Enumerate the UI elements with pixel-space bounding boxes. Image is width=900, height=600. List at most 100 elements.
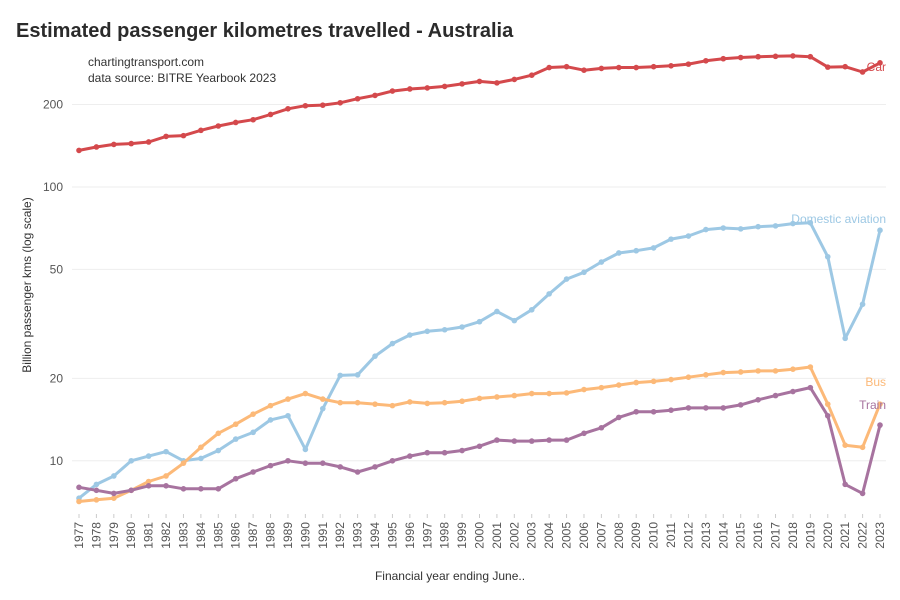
data-point-car[interactable] [842, 63, 848, 70]
data-point-car[interactable] [215, 123, 222, 129]
data-point-car[interactable] [494, 80, 500, 86]
data-point-train[interactable] [198, 486, 204, 492]
data-point-train[interactable] [424, 449, 431, 456]
data-point-domestic-aviation[interactable] [720, 225, 727, 231]
data-point-car[interactable] [616, 64, 622, 71]
data-point-train[interactable] [476, 443, 483, 450]
data-point-train[interactable] [215, 486, 222, 492]
data-point-train[interactable] [755, 396, 761, 403]
data-point-car[interactable] [267, 111, 274, 118]
data-point-car[interactable] [650, 63, 657, 70]
data-point-car[interactable] [337, 99, 343, 106]
data-point-train[interactable] [285, 457, 291, 464]
data-point-car[interactable] [737, 54, 744, 61]
data-point-train[interactable] [528, 438, 535, 444]
data-point-domestic-aviation[interactable] [354, 372, 361, 378]
data-point-train[interactable] [267, 462, 274, 469]
data-point-car[interactable] [824, 64, 831, 70]
data-point-train[interactable] [441, 449, 448, 456]
data-point-domestic-aviation[interactable] [703, 226, 709, 233]
data-point-domestic-aviation[interactable] [772, 223, 779, 229]
data-point-domestic-aviation[interactable] [145, 453, 152, 459]
data-point-domestic-aviation[interactable] [319, 405, 326, 412]
data-point-bus[interactable] [563, 390, 570, 396]
data-point-bus[interactable] [703, 372, 709, 378]
data-point-train[interactable] [459, 447, 465, 454]
data-point-bus[interactable] [755, 368, 761, 374]
data-point-train[interactable] [772, 392, 779, 399]
data-point-bus[interactable] [232, 421, 239, 428]
data-point-domestic-aviation[interactable] [250, 429, 256, 436]
data-point-domestic-aviation[interactable] [267, 417, 274, 423]
data-point-bus[interactable] [163, 473, 169, 479]
data-point-train[interactable] [354, 469, 361, 475]
data-point-bus[interactable] [807, 364, 814, 370]
data-point-domestic-aviation[interactable] [198, 455, 204, 462]
data-point-car[interactable] [232, 119, 239, 126]
data-point-car[interactable] [720, 55, 727, 62]
data-point-domestic-aviation[interactable] [128, 457, 135, 464]
data-point-bus[interactable] [650, 378, 657, 385]
data-point-domestic-aviation[interactable] [285, 412, 291, 419]
data-point-domestic-aviation[interactable] [407, 332, 413, 338]
data-point-bus[interactable] [93, 497, 100, 503]
data-point-car[interactable] [354, 95, 361, 102]
data-point-train[interactable] [76, 484, 82, 491]
data-point-train[interactable] [581, 430, 587, 437]
data-point-domestic-aviation[interactable] [633, 247, 640, 254]
data-point-domestic-aviation[interactable] [215, 447, 222, 454]
data-point-domestic-aviation[interactable] [650, 245, 657, 251]
data-point-domestic-aviation[interactable] [441, 326, 448, 333]
data-point-train[interactable] [807, 384, 814, 391]
data-point-domestic-aviation[interactable] [111, 473, 117, 479]
data-point-bus[interactable] [685, 374, 692, 380]
data-point-bus[interactable] [842, 442, 848, 448]
data-point-domestic-aviation[interactable] [93, 481, 100, 488]
data-point-bus[interactable] [337, 399, 343, 406]
data-point-bus[interactable] [111, 495, 117, 501]
data-point-train[interactable] [720, 405, 727, 411]
data-point-bus[interactable] [877, 401, 883, 407]
data-point-domestic-aviation[interactable] [232, 436, 239, 442]
data-point-train[interactable] [650, 408, 657, 415]
data-point-bus[interactable] [424, 400, 431, 407]
data-point-train[interactable] [877, 422, 883, 428]
data-point-bus[interactable] [180, 460, 187, 466]
data-point-train[interactable] [302, 460, 309, 466]
data-point-car[interactable] [859, 69, 866, 75]
data-point-train[interactable] [250, 469, 256, 475]
data-point-car[interactable] [302, 102, 309, 109]
data-point-train[interactable] [163, 483, 169, 489]
data-point-domestic-aviation[interactable] [824, 253, 831, 260]
data-point-domestic-aviation[interactable] [511, 317, 518, 324]
data-point-train[interactable] [389, 457, 396, 464]
data-point-car[interactable] [111, 141, 117, 148]
data-point-domestic-aviation[interactable] [337, 372, 343, 379]
data-point-bus[interactable] [581, 386, 587, 393]
data-point-bus[interactable] [407, 399, 413, 405]
data-point-domestic-aviation[interactable] [563, 276, 570, 282]
data-point-domestic-aviation[interactable] [668, 236, 674, 242]
data-point-bus[interactable] [616, 382, 622, 388]
data-point-domestic-aviation[interactable] [842, 335, 848, 342]
data-point-bus[interactable] [250, 411, 256, 417]
data-point-bus[interactable] [859, 444, 866, 451]
data-point-car[interactable] [424, 85, 431, 91]
data-point-bus[interactable] [459, 398, 465, 405]
data-point-domestic-aviation[interactable] [581, 269, 587, 276]
data-point-domestic-aviation[interactable] [616, 250, 622, 256]
data-point-car[interactable] [598, 65, 605, 72]
data-point-train[interactable] [145, 483, 152, 489]
data-point-car[interactable] [581, 67, 587, 73]
data-point-domestic-aviation[interactable] [528, 306, 535, 313]
data-point-train[interactable] [232, 475, 239, 482]
data-point-train[interactable] [685, 405, 692, 411]
data-point-car[interactable] [93, 144, 100, 150]
data-point-car[interactable] [319, 102, 326, 108]
data-point-bus[interactable] [476, 395, 483, 402]
data-point-domestic-aviation[interactable] [807, 219, 814, 226]
data-point-train[interactable] [790, 388, 796, 395]
data-point-bus[interactable] [441, 399, 448, 406]
data-point-car[interactable] [563, 63, 570, 70]
data-point-car[interactable] [407, 86, 413, 92]
